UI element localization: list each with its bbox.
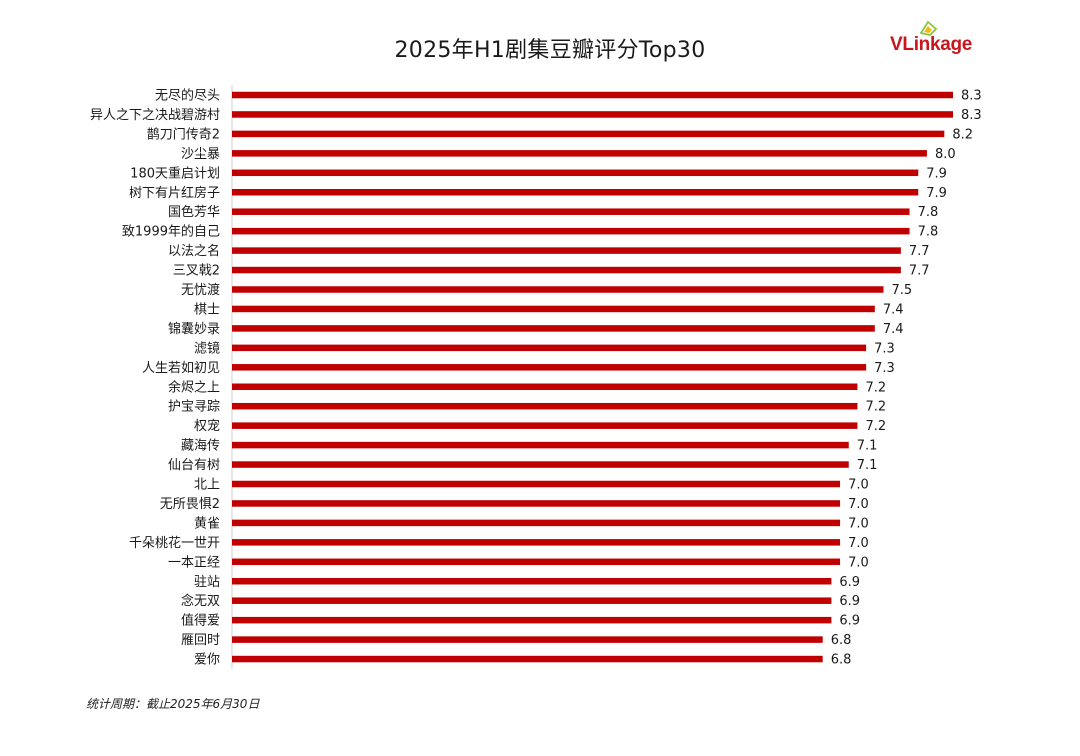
- bar: [232, 227, 910, 235]
- category-label: 国色芳华: [168, 204, 220, 220]
- bar: [232, 422, 858, 429]
- bar: [232, 519, 841, 527]
- data-label: 7.4: [883, 302, 904, 317]
- category-label: 180天重启计划: [130, 165, 220, 181]
- category-label: 护宝寻踪: [168, 400, 220, 415]
- data-label: 7.9: [926, 166, 947, 181]
- bar: [232, 247, 901, 254]
- data-label: 6.8: [831, 653, 852, 668]
- bar: [232, 208, 910, 215]
- data-label: 6.8: [831, 633, 852, 648]
- category-label: 树下有片红房子: [129, 185, 220, 201]
- category-label: 爱你: [194, 653, 220, 668]
- data-label: 7.3: [874, 341, 895, 356]
- category-label: 一本正经: [168, 555, 220, 570]
- data-label: 7.2: [865, 380, 886, 395]
- category-label: 沙尘暴: [181, 147, 220, 162]
- category-label: 滤镜: [194, 341, 220, 356]
- category-label: 仙台有树: [168, 458, 220, 473]
- data-label: 7.0: [848, 516, 869, 531]
- category-label: 以法之名: [168, 243, 220, 259]
- data-label: 7.0: [848, 478, 869, 493]
- bar: [232, 189, 919, 196]
- data-label: 8.3: [961, 89, 982, 104]
- data-label: 6.9: [839, 614, 860, 629]
- bar: [232, 325, 875, 332]
- data-label: 8.3: [961, 108, 982, 123]
- chart-title: 2025年H1剧集豆瓣评分Top30: [394, 38, 706, 63]
- category-label: 雁回时: [181, 633, 220, 648]
- data-label: 7.1: [857, 458, 878, 473]
- data-label: 7.7: [909, 244, 930, 259]
- category-label: 黄雀: [194, 516, 220, 531]
- data-label: 7.8: [918, 205, 939, 220]
- data-label: 6.9: [839, 594, 860, 609]
- bar: [232, 383, 858, 390]
- data-label: 7.2: [865, 419, 886, 434]
- category-label: 鹊刀门传奇2: [147, 126, 220, 142]
- bar: [232, 500, 841, 507]
- data-label: 7.8: [918, 225, 939, 240]
- bar: [232, 597, 832, 604]
- data-label: 7.5: [892, 283, 913, 298]
- bar: [232, 578, 832, 585]
- bar: [232, 539, 841, 546]
- bar: [232, 364, 867, 371]
- bar: [232, 616, 832, 624]
- category-label: 余烬之上: [168, 379, 220, 395]
- category-label: 致1999年的自己: [122, 224, 220, 240]
- bar: [232, 266, 901, 274]
- logo-text-vl: VL: [890, 34, 914, 55]
- data-label: 7.7: [909, 264, 930, 279]
- category-label: 北上: [194, 478, 220, 493]
- bar: [232, 130, 945, 138]
- bar: [232, 655, 823, 663]
- category-label: 值得爱: [181, 613, 220, 629]
- bar: [232, 344, 867, 352]
- category-label: 藏海传: [181, 439, 220, 454]
- category-label: 棋士: [194, 302, 220, 317]
- data-label: 7.4: [883, 322, 904, 337]
- category-label: 人生若如初见: [142, 360, 220, 376]
- bar: [232, 286, 884, 293]
- category-label: 锦囊妙录: [168, 321, 220, 337]
- bar: [232, 461, 849, 468]
- category-label: 异人之下之决战碧游村: [90, 108, 220, 123]
- data-label: 8.0: [935, 147, 956, 162]
- category-label: 无忧渡: [181, 282, 220, 298]
- bar: [232, 150, 927, 157]
- bar: [232, 305, 875, 313]
- data-label: 7.3: [874, 361, 895, 376]
- data-label: 6.9: [839, 575, 860, 590]
- bar: [232, 636, 823, 643]
- logo-text-inkage: inkage: [913, 34, 973, 55]
- footnote: 统计周期：截止2025年6月30日: [86, 697, 260, 711]
- bar: [232, 91, 953, 99]
- bar: [232, 111, 953, 118]
- data-label: 7.2: [865, 400, 886, 415]
- category-label: 千朵桃花一世开: [129, 535, 220, 551]
- vlinkage-logo-icon: [919, 20, 938, 36]
- category-label: 权宠: [194, 418, 220, 434]
- category-label: 无所畏惧2: [160, 496, 220, 512]
- data-label: 7.0: [848, 497, 869, 512]
- bar: [232, 402, 858, 410]
- category-label: 驻站: [194, 575, 220, 590]
- data-label: 7.0: [848, 536, 869, 551]
- data-label: 7.1: [857, 439, 878, 454]
- vlinkage-logo: VLinkage: [890, 20, 1000, 60]
- category-label: 无尽的尽头: [155, 88, 220, 104]
- logo-text: VLinkage: [890, 34, 972, 56]
- category-label: 三叉戟2: [173, 264, 220, 279]
- data-label: 7.0: [848, 555, 869, 570]
- bar: [232, 441, 849, 449]
- bar: [232, 169, 919, 177]
- data-label: 8.2: [952, 127, 973, 142]
- bar: [232, 480, 841, 488]
- data-label: 7.9: [926, 186, 947, 201]
- category-label: 念无双: [181, 593, 220, 609]
- bar: [232, 558, 841, 566]
